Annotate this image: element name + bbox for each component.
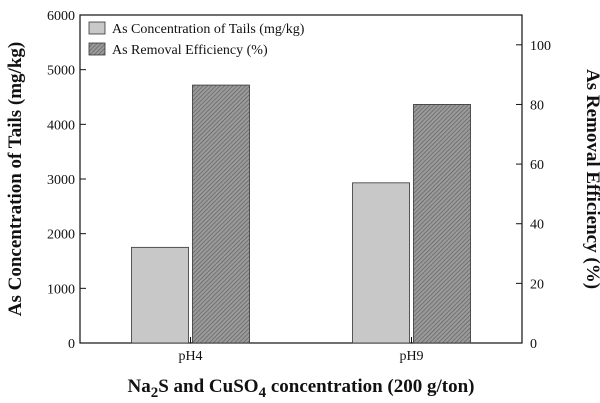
left-tick-label: 1000 <box>47 282 75 297</box>
y-axis-label-right: As Removal Efficiency (%) <box>582 69 600 289</box>
left-tick-label: 0 <box>68 337 75 352</box>
left-tick-label: 2000 <box>47 228 75 243</box>
bar-pH9-efficiency <box>413 104 471 344</box>
legend-swatch-concentration <box>88 21 106 35</box>
x-tick-label: pH9 <box>399 349 423 364</box>
left-axis-ticks: 0 1000 2000 3000 4000 5000 6000 <box>47 9 86 352</box>
bar-pH4-efficiency <box>192 84 250 344</box>
y-axis-label-left: As Concentration of Tails (mg/kg) <box>5 42 26 316</box>
right-tick-label: 0 <box>530 337 537 352</box>
right-tick-label: 80 <box>530 98 544 113</box>
left-tick-label: 4000 <box>47 118 75 133</box>
right-tick-label: 20 <box>530 277 544 292</box>
left-tick-label: 5000 <box>47 64 75 79</box>
right-tick-label: 40 <box>530 218 544 233</box>
left-tick-label: 6000 <box>47 9 75 24</box>
legend-swatch-efficiency <box>88 42 106 56</box>
x-axis-ticks: pH4 pH9 <box>178 337 424 364</box>
x-axis-label: Na2S and CuSO4 concentration (200 g/ton) <box>127 376 474 401</box>
right-tick-label: 100 <box>530 39 551 54</box>
bars <box>131 84 471 344</box>
x-tick-label: pH4 <box>178 349 202 364</box>
right-axis-ticks: 0 20 40 60 80 100 <box>516 39 551 352</box>
legend-label-efficiency: As Removal Efficiency (%) <box>112 43 268 58</box>
right-tick-label: 60 <box>530 158 544 173</box>
legend-label-concentration: As Concentration of Tails (mg/kg) <box>112 22 305 37</box>
left-tick-label: 3000 <box>47 173 75 188</box>
bar-pH4-concentration <box>131 246 189 344</box>
bar-pH9-concentration <box>352 182 410 344</box>
legend: As Concentration of Tails (mg/kg) As Rem… <box>88 21 305 58</box>
